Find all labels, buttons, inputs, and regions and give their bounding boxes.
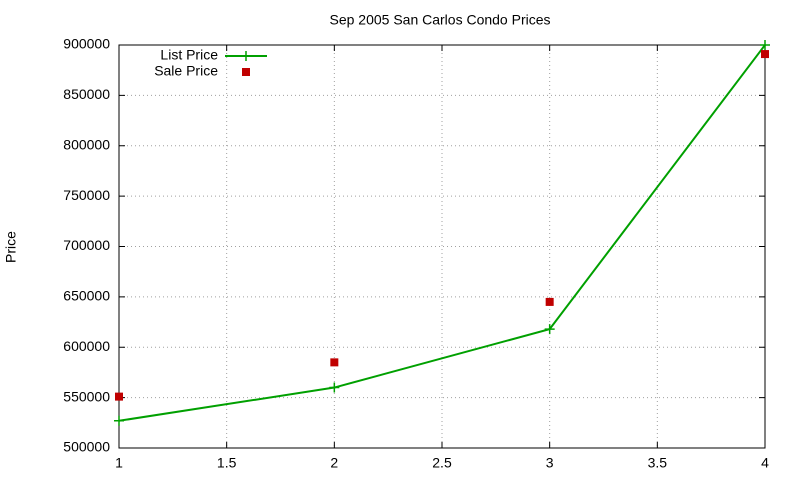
y-tick-label: 850000: [63, 86, 110, 102]
series-line: [118, 44, 766, 422]
y-tick-label: 550000: [63, 388, 110, 404]
data-point: [544, 324, 555, 335]
legend-marker: [241, 51, 251, 61]
data-point: [760, 40, 770, 50]
x-tick-label: 3.5: [648, 455, 668, 471]
data-point: [545, 297, 554, 306]
chart-title: Sep 2005 San Carlos Condo Prices: [329, 12, 550, 28]
x-tick-label: 3: [546, 455, 554, 471]
y-axis-label: Price: [3, 231, 19, 263]
x-tick-label: 2: [330, 455, 338, 471]
y-tick-label: 750000: [63, 187, 110, 203]
plot-frame: [118, 44, 766, 449]
y-tick-label: 650000: [63, 288, 110, 304]
legend-label: List Price: [160, 47, 218, 63]
y-tick-label: 500000: [63, 439, 110, 455]
y-tick-label: 600000: [63, 338, 110, 354]
data-point: [330, 358, 339, 367]
y-tick-label: 900000: [63, 36, 110, 52]
x-tick-label: 1.5: [217, 455, 237, 471]
legend-label: Sale Price: [154, 63, 218, 79]
y-tick-label: 800000: [63, 136, 110, 152]
y-tick-label: 700000: [63, 237, 110, 253]
x-tick-label: 1: [115, 455, 123, 471]
x-tick-label: 4: [761, 455, 769, 471]
data-point: [115, 392, 123, 401]
data-point: [114, 415, 124, 426]
data-point: [329, 382, 340, 393]
legend-marker: [242, 68, 250, 76]
x-tick-label: 2.5: [432, 455, 452, 471]
data-point: [761, 50, 769, 59]
